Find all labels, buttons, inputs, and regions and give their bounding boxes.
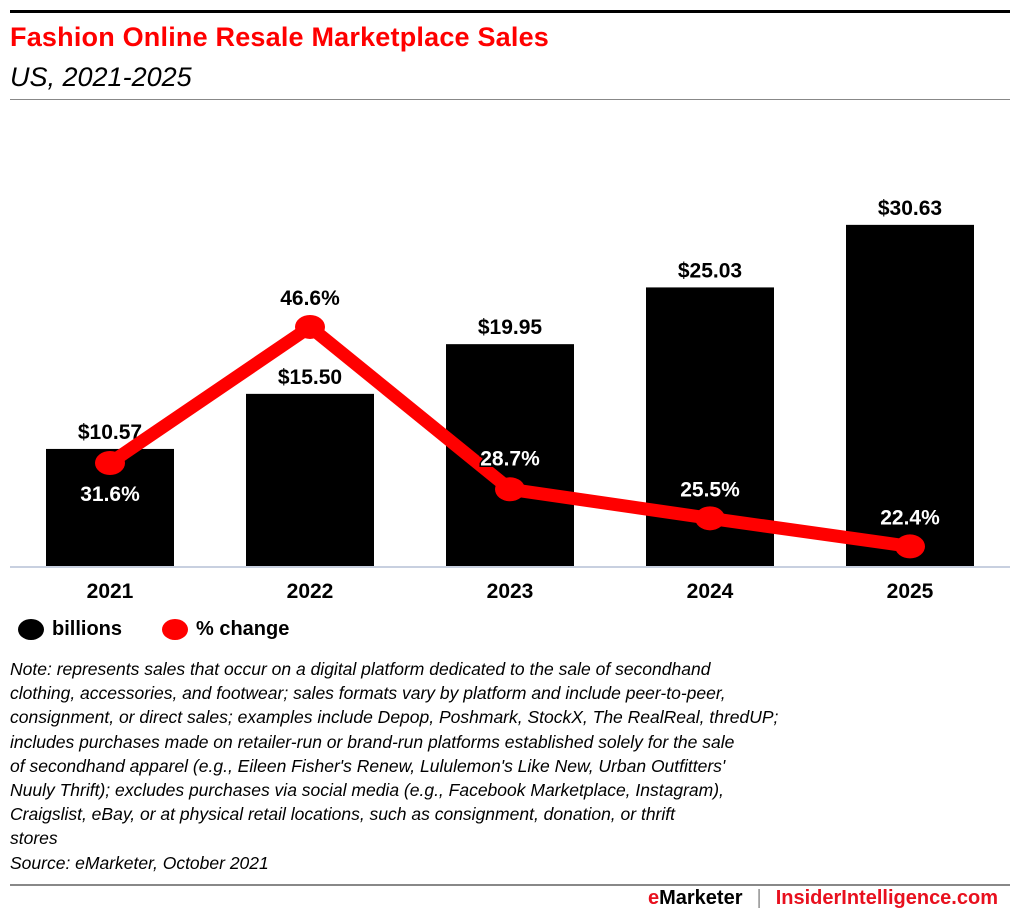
pct-value-label-2021: 31.6%: [80, 483, 140, 506]
bar-value-labels: $10.57$15.50$19.95$25.03$30.63: [76, 195, 943, 445]
bottom-rule: [10, 884, 1010, 886]
note-line: includes purchases made on retailer-run …: [10, 731, 735, 752]
bar-value-label-2024: $25.03: [678, 259, 742, 282]
x-tick-label-2024: 2024: [687, 580, 734, 603]
note-line: clothing, accessories, and footwear; sal…: [10, 683, 726, 704]
pct-marker-2025: [895, 534, 925, 559]
footer-separator: |: [756, 887, 762, 909]
pct-marker-2023: [495, 477, 525, 502]
pct-marker-2021: [95, 450, 125, 475]
bar-value-label-2022: $15.50: [278, 366, 342, 389]
top-rule: [10, 10, 1010, 13]
footer-branding: e Marketer | InsiderIntelligence.com: [648, 887, 998, 910]
brand-marketer: Marketer: [659, 887, 743, 909]
legend-label-billions: billions: [52, 618, 122, 640]
chart: 2021 2022 2023 2024 2025 $10.57$15.50$19.95$…: [10, 195, 1010, 603]
brand-e: e: [647, 887, 660, 909]
note-line: of secondhand apparel (e.g., Eileen Fish…: [10, 755, 726, 776]
pct-value-label-2023: 28.7%: [480, 447, 540, 470]
note-line: consignment, or direct sales; examples i…: [10, 707, 779, 728]
pct-marker-2024: [695, 506, 725, 531]
pct-value-label-2022: 46.6%: [280, 287, 340, 310]
legend-item-billions: billions: [18, 618, 122, 641]
chart-subtitle: US, 2021-2025: [10, 62, 192, 92]
x-tick-label-2023: 2023: [487, 580, 534, 603]
source-line: Source: eMarketer, October 2021: [10, 852, 269, 873]
pct-value-labels: 31.6% 46.6% 28.7% 25.5% 22.4%: [79, 285, 942, 530]
subtitle-rule: [10, 99, 1010, 100]
bar-2025: [846, 224, 974, 567]
note-line: Note: represents sales that occur on a d…: [10, 659, 711, 679]
legend-item-pct-change: % change: [162, 618, 289, 641]
note-line: Craigslist, eBay, or at physical retail …: [10, 804, 675, 825]
bar-2022: [246, 393, 374, 567]
pct-value-label-2024: 25.5%: [680, 478, 740, 501]
note-line: Nuuly Thrift); excludes purchases via so…: [10, 780, 724, 801]
pct-line-group: [95, 314, 925, 559]
bar-value-label-2023: $19.95: [478, 316, 543, 339]
legend-label-pct-change: % change: [196, 618, 290, 640]
x-tick-label-2022: 2022: [287, 580, 334, 603]
pct-marker-2022: [295, 314, 325, 339]
x-tick-label-2021: 2021: [87, 580, 134, 603]
bar-value-label-2025: $30.63: [878, 197, 942, 220]
legend-swatch-billions: [18, 619, 44, 640]
note-line: stores: [10, 828, 58, 849]
x-tick-labels: 2021 2022 2023 2024 2025: [87, 580, 934, 603]
legend-swatch-pct-change: [162, 619, 188, 640]
chart-title: Fashion Online Resale Marketplace Sales: [10, 22, 550, 52]
footer-site-link[interactable]: InsiderIntelligence.com: [775, 887, 998, 909]
pct-value-label-2025: 22.4%: [880, 506, 940, 529]
chart-note: Note: represents sales that occur on a d…: [10, 657, 1010, 875]
bars-group: [46, 224, 974, 567]
x-tick-label-2025: 2025: [887, 580, 934, 603]
legend: billions % change: [18, 618, 329, 641]
